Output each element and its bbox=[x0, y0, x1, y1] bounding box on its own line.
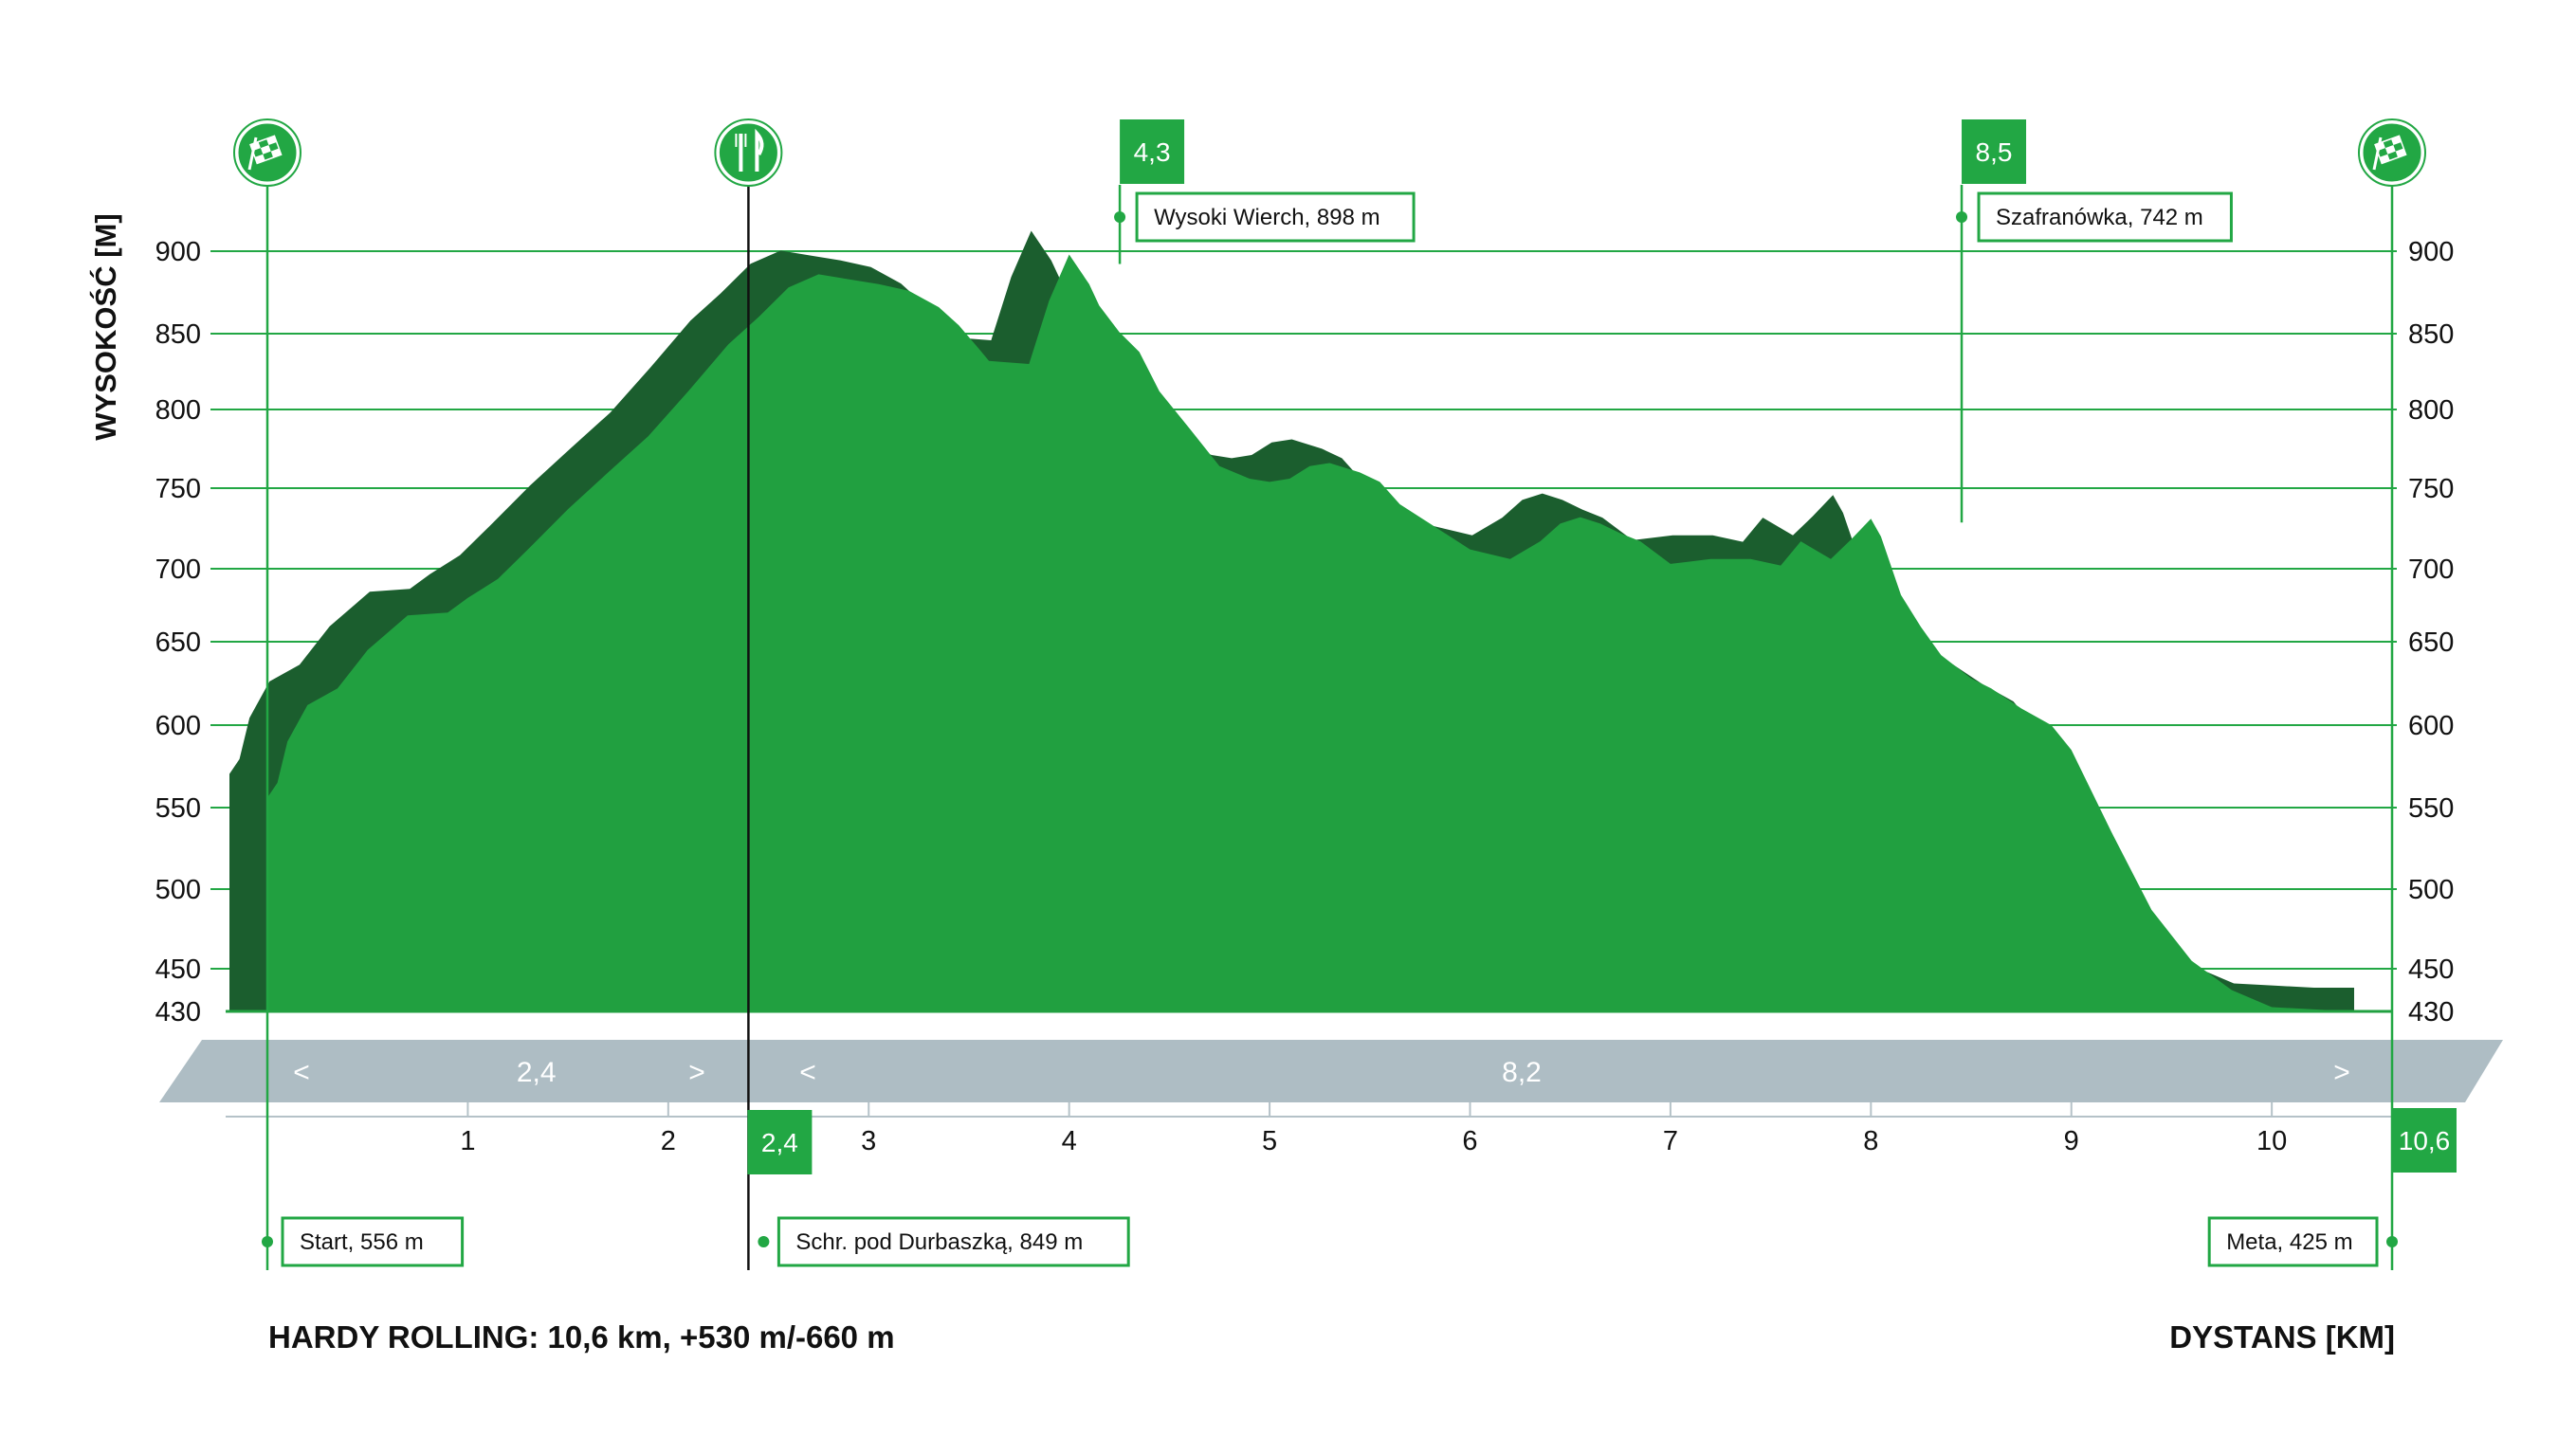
segment-length-label: 2,4 bbox=[517, 1057, 557, 1088]
y-tick-label: 550 bbox=[2408, 793, 2454, 824]
x-axis: 1 2 3 4 5 6 7 8 9 10 bbox=[226, 1102, 2392, 1156]
segment-arrow-right: > bbox=[688, 1057, 705, 1088]
y-axis-title: WYSOKOŚĆ [M] bbox=[88, 213, 122, 440]
finish-km-badge bbox=[2392, 1108, 2457, 1173]
finish-km-badge-text: 10,6 bbox=[2399, 1126, 2451, 1155]
x-tick-label: 3 bbox=[861, 1126, 876, 1156]
y-tick-label: 900 bbox=[155, 237, 201, 267]
finish-label-text: Meta, 425 m bbox=[2226, 1229, 2352, 1255]
y-tick-label: 500 bbox=[2408, 875, 2454, 905]
marker-dot bbox=[1956, 211, 1968, 223]
y-tick-label: 650 bbox=[155, 627, 201, 658]
wysoki-km-badge bbox=[1120, 119, 1185, 184]
profile-area bbox=[0, 230, 2576, 1049]
szafranowka-label-text: Szafranówka, 742 m bbox=[1996, 205, 2203, 230]
y-axis-left: 430 450 500 550 600 650 700 750 800 850 900 bbox=[155, 237, 201, 1028]
checkered-flag-icon bbox=[233, 118, 301, 187]
fork-knife-icon bbox=[714, 118, 783, 187]
x-tick-label: 5 bbox=[1262, 1126, 1277, 1156]
marker-dot bbox=[2386, 1236, 2398, 1247]
y-tick-label: 750 bbox=[155, 474, 201, 504]
y-tick-label: 450 bbox=[2408, 955, 2454, 985]
y-tick-label: 430 bbox=[2408, 997, 2454, 1028]
wysoki-km-badge-text: 4,3 bbox=[1134, 137, 1171, 167]
y-tick-label: 500 bbox=[155, 875, 201, 905]
segment-length-label: 8,2 bbox=[1502, 1057, 1542, 1088]
y-tick-label: 550 bbox=[155, 793, 201, 824]
y-tick-label: 450 bbox=[155, 955, 201, 985]
marker-dot bbox=[758, 1236, 770, 1247]
hut-label-text: Schr. pod Durbaszką, 849 m bbox=[795, 1229, 1083, 1255]
footer-title: HARDY ROLLING: 10,6 km, +530 m/-660 m bbox=[268, 1319, 895, 1355]
segment-arrow-left: < bbox=[799, 1057, 816, 1088]
checkered-flag-icon bbox=[2358, 118, 2426, 187]
y-tick-label: 900 bbox=[2408, 237, 2454, 267]
x-tick-label: 9 bbox=[2064, 1126, 2079, 1156]
szafranowka-label bbox=[1977, 191, 2233, 243]
finish-label bbox=[2207, 1216, 2379, 1267]
x-tick-label: 6 bbox=[1462, 1126, 1477, 1156]
y-tick-label: 850 bbox=[2408, 319, 2454, 350]
segment-arrow-left: < bbox=[293, 1057, 310, 1088]
y-tick-label: 850 bbox=[155, 319, 201, 350]
hut-km-badge bbox=[747, 1110, 813, 1174]
y-tick-label: 700 bbox=[155, 555, 201, 585]
y-tick-label: 700 bbox=[2408, 555, 2454, 585]
markers: Start, 556 m 2,4 Schr. pod Durbaszką, 849 … bbox=[233, 118, 2457, 1270]
y-tick-label: 800 bbox=[155, 395, 201, 426]
x-tick-label: 4 bbox=[1062, 1126, 1077, 1156]
x-axis-title: DYSTANS [KM] bbox=[2169, 1319, 2395, 1355]
distance-band-shape bbox=[159, 1040, 2503, 1102]
wysoki-label-text: Wysoki Wierch, 898 m bbox=[1154, 205, 1380, 230]
start-label-text: Start, 556 m bbox=[300, 1229, 424, 1255]
y-axis-right: 430 450 500 550 600 650 700 750 800 850 900 bbox=[2408, 237, 2454, 1028]
szafranowka-km-badge bbox=[1962, 119, 2027, 184]
marker-dot bbox=[262, 1236, 273, 1247]
szafranowka-km-badge-text: 8,5 bbox=[1976, 137, 2013, 167]
x-tick-label: 8 bbox=[1863, 1126, 1878, 1156]
y-tick-label: 600 bbox=[155, 711, 201, 741]
segment-arrow-right: > bbox=[2333, 1057, 2350, 1088]
distance-band: < >2,4 < >8,2 bbox=[159, 1040, 2503, 1102]
wysoki-label bbox=[1135, 191, 1416, 243]
y-tick-label: 650 bbox=[2408, 627, 2454, 658]
y-tick-label: 600 bbox=[2408, 711, 2454, 741]
marker-dot bbox=[1114, 211, 1126, 223]
hut-km-badge-text: 2,4 bbox=[761, 1128, 798, 1157]
profile-fill bbox=[267, 254, 2392, 1012]
start-label bbox=[281, 1216, 465, 1267]
hut-label bbox=[776, 1216, 1130, 1267]
y-tick-label: 430 bbox=[155, 997, 201, 1028]
x-tick-label: 2 bbox=[661, 1126, 676, 1156]
x-tick-label: 7 bbox=[1663, 1126, 1678, 1156]
x-tick-label: 10 bbox=[2256, 1126, 2287, 1156]
x-tick-label: 1 bbox=[460, 1126, 475, 1156]
y-tick-label: 800 bbox=[2408, 395, 2454, 426]
y-tick-label: 750 bbox=[2408, 474, 2454, 504]
